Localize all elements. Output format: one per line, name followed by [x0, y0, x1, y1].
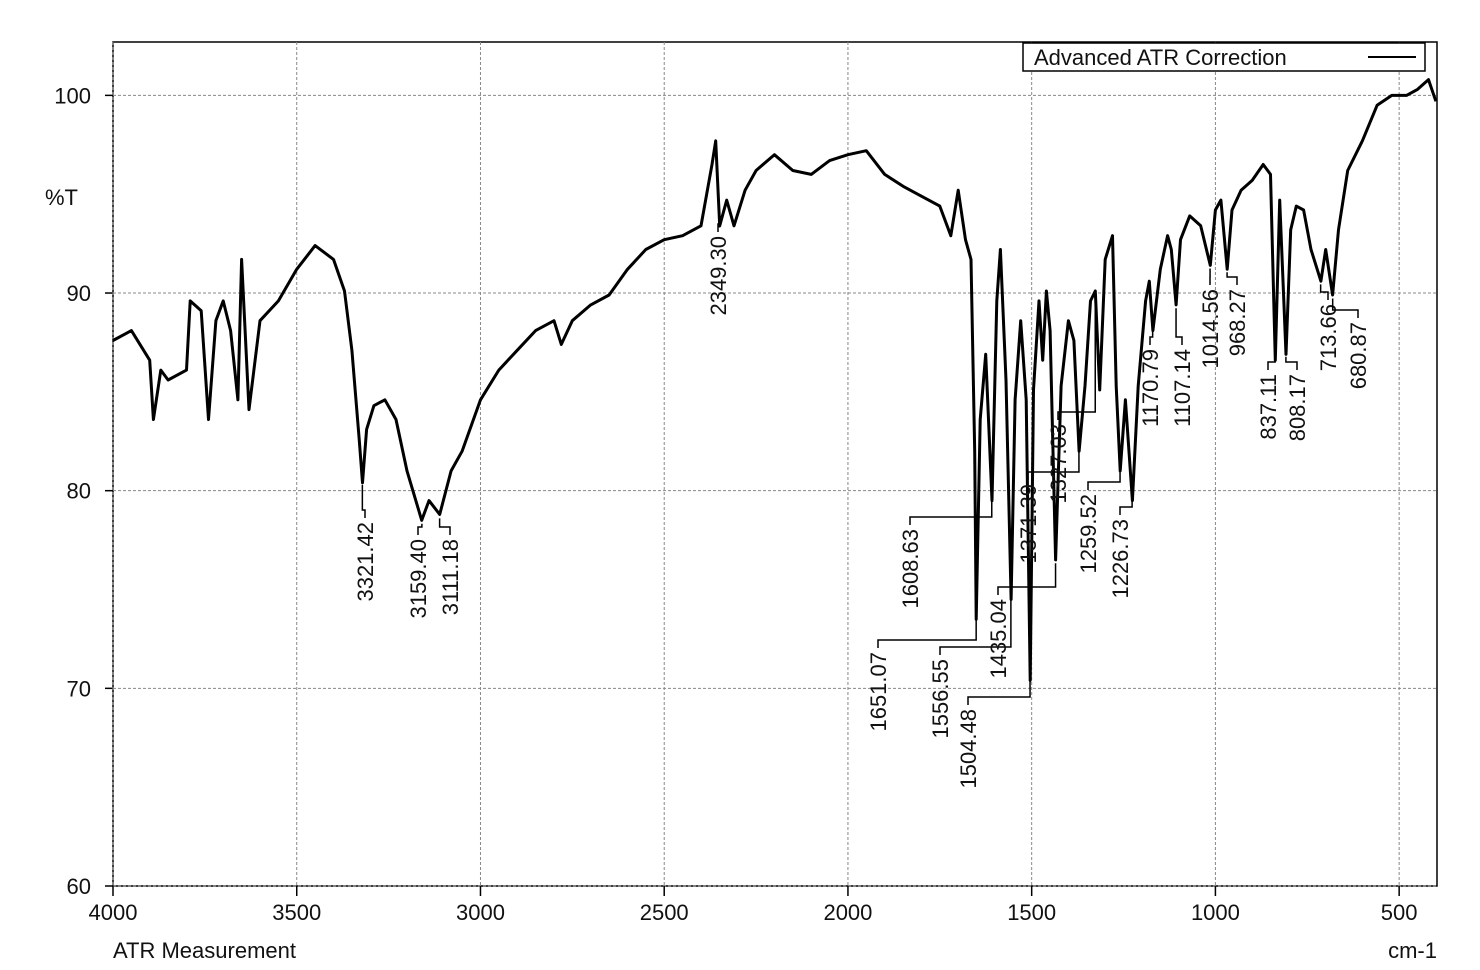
peak-leader: [1149, 330, 1154, 345]
legend-label: Advanced ATR Correction: [1034, 45, 1287, 70]
spectrum-line: [112, 78, 1438, 682]
x-tick-label: 1000: [1191, 900, 1240, 925]
legend-box: [1022, 42, 1426, 72]
peak-leader: [717, 223, 721, 232]
plot-frame: [112, 41, 1438, 887]
x-tick-label: 2500: [640, 900, 689, 925]
x-tick-label: 3500: [272, 900, 321, 925]
peak-leader: [1119, 500, 1133, 515]
peak-label: 1107.14: [1170, 349, 1195, 427]
peak-label: 1371.39: [1016, 484, 1041, 564]
peak-label: 1226.73: [1108, 519, 1133, 599]
peak-label: 1170.79: [1138, 349, 1163, 427]
peak-leader: [1027, 452, 1080, 480]
peak-leader: [1331, 298, 1359, 318]
peak-leader: [1267, 361, 1277, 370]
peak-leader: [1175, 308, 1183, 345]
peak-leader: [1226, 272, 1238, 285]
peak-label: 3321.42: [353, 522, 378, 602]
peak-label: 808.17: [1285, 374, 1310, 441]
peak-label: 968.27: [1225, 289, 1250, 356]
peak-leader: [417, 523, 423, 535]
peak-leader: [877, 620, 977, 648]
peak-label: 3159.40: [406, 539, 431, 619]
peak-leader: [967, 672, 1031, 705]
y-tick-label: 80: [67, 479, 91, 504]
y-axis-label: %T: [45, 185, 78, 210]
peak-label: 3111.18: [438, 539, 463, 615]
x-axis-caption: ATR Measurement: [113, 938, 296, 963]
peak-label: 1504.48: [956, 709, 981, 789]
peak-leader: [997, 563, 1057, 595]
x-tick-label: 1500: [1007, 900, 1056, 925]
peak-label: 1014.56: [1198, 289, 1223, 369]
y-tick-label: 60: [67, 874, 91, 899]
peak-leader: [909, 499, 993, 525]
peak-label: 713.66: [1316, 304, 1341, 371]
peak-label: 1651.07: [866, 652, 891, 732]
peak-leader: [1319, 284, 1329, 300]
y-tick-label: 100: [54, 83, 91, 108]
peak-leader: [939, 594, 1012, 655]
y-tick-label: 70: [67, 676, 91, 701]
peak-label: 1435.04: [986, 599, 1011, 679]
x-axis-unit: cm-1: [1388, 938, 1437, 963]
peak-label: 1608.63: [898, 529, 923, 609]
peak-label: 1556.55: [928, 659, 953, 739]
peak-leader: [1285, 356, 1298, 370]
peak-leader: [1057, 295, 1096, 420]
x-tick-label: 4000: [89, 900, 138, 925]
peak-label: 837.11: [1256, 374, 1281, 440]
x-tick-label: 3000: [456, 900, 505, 925]
y-tick-label: 90: [67, 281, 91, 306]
peak-leader: [1087, 470, 1121, 490]
x-tick-label: 500: [1381, 900, 1418, 925]
peak-label: 1327.03: [1046, 424, 1071, 504]
peak-leader: [438, 518, 451, 535]
x-tick-label: 2000: [823, 900, 872, 925]
peak-label: 1259.52: [1076, 494, 1101, 574]
peak-label: 2349.30: [706, 236, 731, 316]
peak-leader: [361, 484, 366, 518]
peak-label: 680.87: [1346, 322, 1371, 389]
